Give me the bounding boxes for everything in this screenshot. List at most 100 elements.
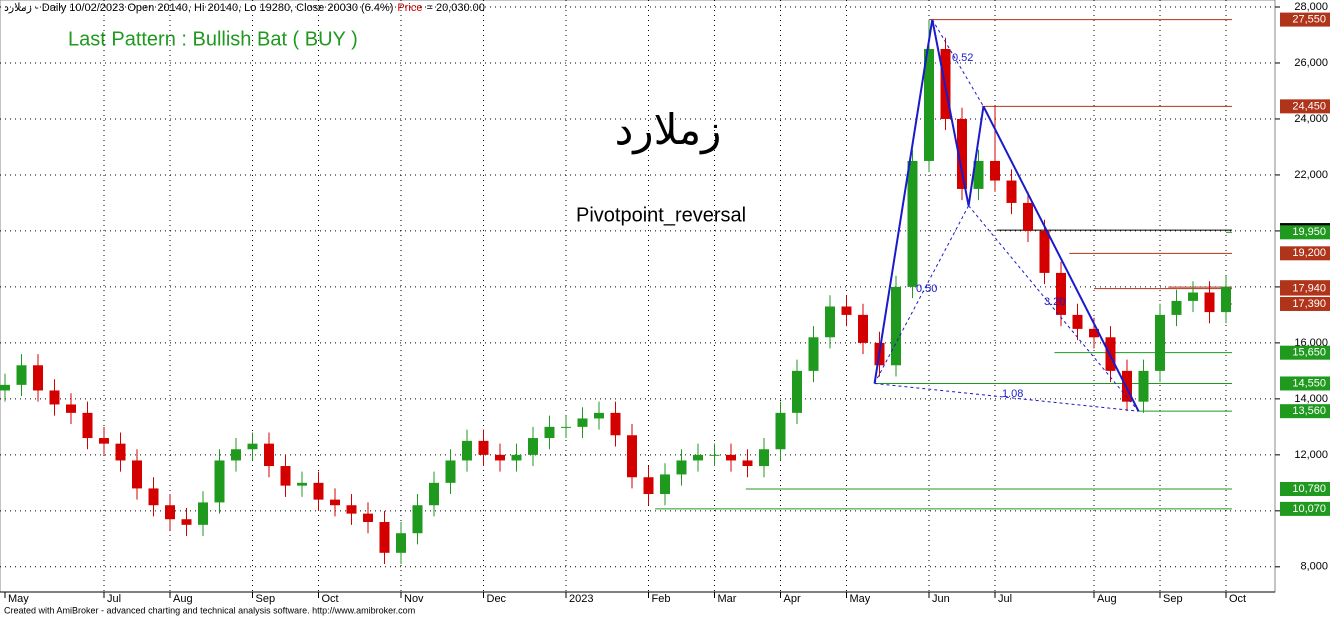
price-label: Price xyxy=(397,2,422,14)
candle-body xyxy=(280,466,291,486)
x-tick-label: May xyxy=(850,593,871,605)
candle-body xyxy=(1072,314,1083,329)
candle-body xyxy=(445,460,456,483)
x-tick-label: Jul xyxy=(107,593,121,605)
level-label: 17,940 xyxy=(1292,282,1326,294)
x-tick-label: Aug xyxy=(173,593,193,605)
candle-body xyxy=(379,522,390,553)
candle-body xyxy=(891,286,901,366)
level-label: 13,560 xyxy=(1292,405,1326,417)
level-label: 14,550 xyxy=(1292,377,1326,389)
x-tick-label: Dec xyxy=(487,593,507,605)
level-box xyxy=(1280,281,1330,296)
level-label: 19,200 xyxy=(1292,247,1326,259)
candle-body xyxy=(1188,292,1198,301)
candle-body xyxy=(412,505,423,534)
candle-body xyxy=(264,443,274,467)
candle-body xyxy=(132,460,142,489)
candle-body xyxy=(759,449,769,467)
level-box xyxy=(1280,296,1330,311)
candle-body xyxy=(511,454,522,461)
level-label: 10,070 xyxy=(1292,503,1326,515)
level-label: 24,450 xyxy=(1292,100,1326,112)
candle-body xyxy=(115,443,126,461)
candle-body xyxy=(544,426,555,439)
candle-body xyxy=(660,474,670,495)
x-tick-label: Jul xyxy=(998,593,1012,605)
candle-body xyxy=(330,499,340,506)
candle-body xyxy=(528,438,538,455)
pattern-ratio-line xyxy=(874,382,1139,412)
candle-body xyxy=(808,337,819,371)
y-tick-label: 26,000 xyxy=(1294,57,1328,69)
candle-body xyxy=(610,412,621,436)
candle-body xyxy=(1122,370,1132,402)
candle-body xyxy=(99,438,109,444)
candle-body xyxy=(693,454,703,461)
candle-body xyxy=(396,533,406,553)
level-box xyxy=(1280,376,1330,391)
candle-body xyxy=(594,412,604,419)
x-tick-label: Jun xyxy=(932,593,950,605)
subtitle: Pivotpoint_reversal xyxy=(576,204,746,226)
candle-body xyxy=(1056,272,1066,315)
candle-body xyxy=(1089,328,1099,338)
candle-body xyxy=(561,426,571,428)
candle-body xyxy=(1023,202,1033,231)
y-tick-label: 8,000 xyxy=(1300,561,1328,573)
candle-body xyxy=(742,460,753,467)
y-tick-label: 22,000 xyxy=(1294,169,1328,181)
x-tick-label: Aug xyxy=(1097,593,1117,605)
candle-body xyxy=(990,160,1000,181)
candle-body xyxy=(1221,286,1231,313)
level-box xyxy=(1280,12,1330,27)
pattern-leg xyxy=(931,19,970,206)
plot-area xyxy=(0,0,1276,593)
candle-body xyxy=(495,454,505,461)
x-tick-label: Feb xyxy=(652,593,671,605)
pattern-ratio: 1.08 xyxy=(1002,388,1023,400)
x-tick-label: 2023 xyxy=(569,593,593,605)
candle-body xyxy=(627,435,637,478)
candle-body xyxy=(346,505,357,514)
candle-body xyxy=(957,118,967,189)
candle-body xyxy=(726,454,736,461)
chart-title: Last Pattern : Bullish Bat ( BUY ) xyxy=(68,28,358,50)
candle-body xyxy=(1204,292,1215,313)
candle-body xyxy=(214,460,225,503)
y-tick-label: 14,000 xyxy=(1294,393,1328,405)
x-tick-label: Apr xyxy=(784,593,801,605)
candle-body xyxy=(231,449,241,461)
x-tick-label: May xyxy=(8,593,29,605)
x-tick-label: Sep xyxy=(1163,593,1183,605)
level-label: 15,650 xyxy=(1292,347,1326,359)
candle-body xyxy=(924,48,934,161)
footer: Created with AmiBroker - advanced charti… xyxy=(4,605,415,615)
pattern-ratio: 3.20 xyxy=(1044,296,1065,308)
pattern-leg xyxy=(982,105,1140,412)
candle-body xyxy=(858,314,868,343)
candle-body xyxy=(82,412,93,439)
candle-body xyxy=(363,513,373,523)
pattern-ratio-line xyxy=(968,205,1139,412)
candle-body xyxy=(1138,370,1149,402)
price-value: = 20,030.00 xyxy=(426,2,484,14)
candle-body xyxy=(66,404,76,413)
candle-body xyxy=(973,160,984,189)
pattern-ratio: 0.50 xyxy=(916,283,937,295)
y-tick-label: 28,000 xyxy=(1294,1,1328,13)
level-box xyxy=(1280,246,1330,261)
candle-body xyxy=(148,488,159,506)
x-tick-label: Nov xyxy=(404,593,424,605)
level-label: 27,550 xyxy=(1292,13,1326,25)
x-tick-label: Oct xyxy=(1229,593,1246,605)
candle-body xyxy=(247,443,258,450)
candle-body xyxy=(165,505,175,520)
candle-body xyxy=(297,482,307,486)
candle-body xyxy=(1155,314,1165,371)
y-tick-label: 12,000 xyxy=(1294,449,1328,461)
level-label: 19,950 xyxy=(1292,226,1326,238)
candle-body xyxy=(181,519,192,525)
